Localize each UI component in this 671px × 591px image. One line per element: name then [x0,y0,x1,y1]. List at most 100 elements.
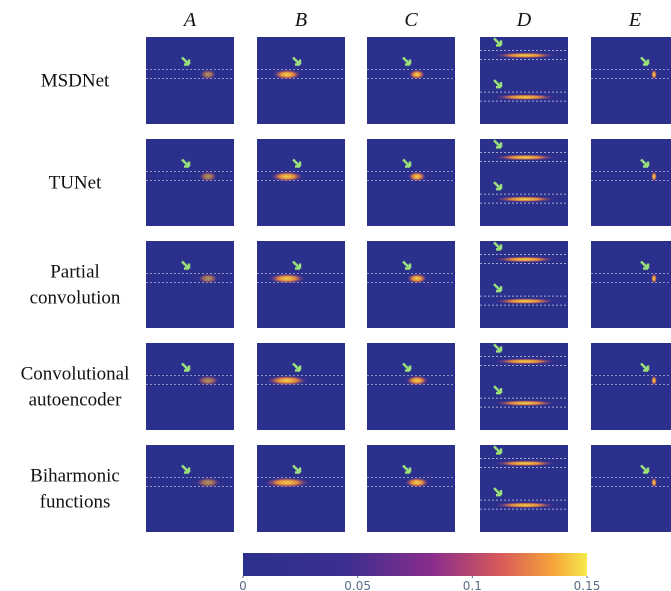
column-label: D [516,9,532,31]
panel [257,139,345,226]
arrow [402,464,412,474]
panel [591,139,671,226]
row-label: MSDNet [41,71,110,92]
arrow [493,385,503,395]
arrow [493,445,503,455]
arrow [493,241,503,251]
heat-blob [495,358,555,365]
heat-blob [651,69,657,80]
row-label: Convolutional [21,364,130,385]
arrow [292,260,302,270]
heat-blob [495,256,555,263]
heat-blob [273,69,301,80]
arrow [402,362,412,372]
row-label: Biharmonic [30,466,120,487]
heat-blob [405,477,429,488]
heat-blob [408,171,426,182]
column-label: C [404,9,418,31]
arrow [493,37,503,47]
arrow [493,139,503,149]
heat-blob [651,477,657,488]
panel [591,37,671,124]
arrow [292,158,302,168]
panel [146,241,234,328]
heat-blob [495,154,555,161]
heat-blob [495,298,555,305]
arrow [640,362,650,372]
heat-blob [200,69,216,80]
heat-blob [271,171,303,182]
panel [257,343,345,430]
heat-blob [199,171,217,182]
arrow [292,464,302,474]
panel [591,445,671,532]
heat-blob [495,400,555,407]
row-label: functions [40,492,111,513]
arrow [181,56,191,66]
arrow [181,260,191,270]
heat-blob [197,375,219,386]
panel [257,241,345,328]
colorbar-tick-label: 0.15 [574,579,601,591]
panel [257,445,345,532]
arrow [640,464,650,474]
panel [367,241,455,328]
panel [257,37,345,124]
heat-blob [198,273,218,284]
heat-blob [406,375,428,386]
heat-blob [495,460,555,467]
heat-blob [495,52,555,59]
row-label: autoencoder [29,390,123,411]
arrow [402,56,412,66]
panel [367,37,455,124]
arrow [493,283,503,293]
column-label: A [182,9,197,31]
panel [146,37,234,124]
colorbar-tick-label: 0.1 [463,579,482,591]
arrow [402,260,412,270]
heat-blob [409,69,425,80]
arrow [493,79,503,89]
heat-blob [651,171,657,182]
panel [480,37,568,124]
heat-blob [269,273,305,284]
panel [367,343,455,430]
arrow [292,56,302,66]
row-label: TUNet [49,173,102,194]
column-label: B [295,9,307,31]
colorbar-tick-label: 0.05 [344,579,371,591]
panel [146,343,234,430]
arrow [292,362,302,372]
panel [367,139,455,226]
heat-blob [196,477,220,488]
heat-blob [495,196,555,203]
row-label: Partial [50,262,100,283]
arrow [493,343,503,353]
arrow [640,158,650,168]
colorbar-tick-label: 0 [239,579,247,591]
arrow [640,56,650,66]
heat-blob [265,477,309,488]
row-label: convolution [30,288,121,309]
panel [591,241,671,328]
panel [367,445,455,532]
arrow [181,158,191,168]
arrow [640,260,650,270]
arrow [493,487,503,497]
heat-blob [495,502,555,509]
heat-blob [651,375,657,386]
arrow [181,362,191,372]
panel [146,445,234,532]
heat-blob [407,273,427,284]
arrow [493,181,503,191]
arrow [402,158,412,168]
panel [591,343,671,430]
heat-blob [651,273,657,284]
panel [146,139,234,226]
heat-blob [495,94,555,101]
colorbar [243,553,587,576]
column-label: E [628,9,641,31]
heat-blob [267,375,307,386]
